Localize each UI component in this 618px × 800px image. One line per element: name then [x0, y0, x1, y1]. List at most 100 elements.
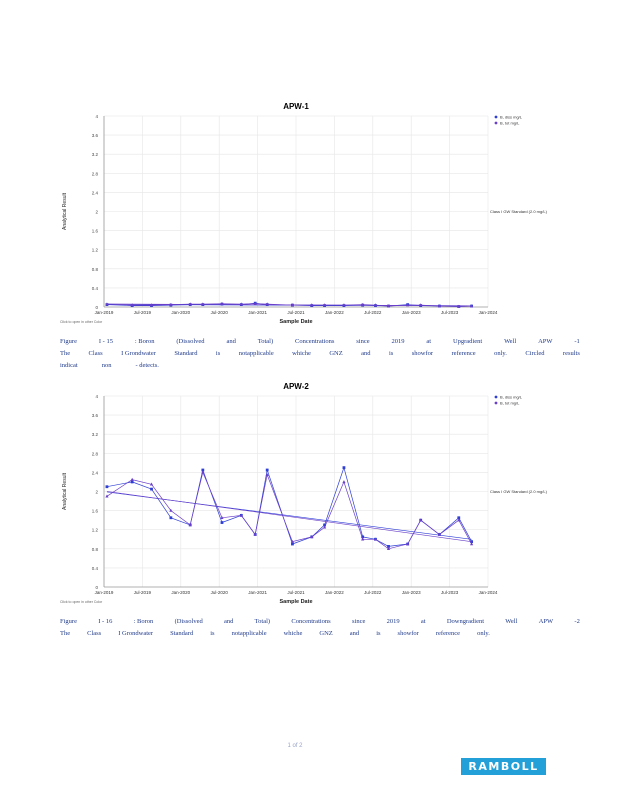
series-line — [106, 466, 472, 547]
legend-marker — [494, 115, 498, 119]
x-tick-label: Jan-2024 — [479, 590, 498, 595]
y-tick-label: 2 — [95, 490, 98, 495]
caption-word: showfor — [397, 630, 419, 637]
caption-word: and — [224, 618, 234, 625]
caption-word: APW — [538, 618, 554, 625]
caption-2-line-1: Figure I - 16 : Boron (Dissolved and Tot… — [60, 616, 580, 628]
legend-label: B, tot mg/L — [500, 401, 520, 406]
y-tick-label: 4 — [95, 394, 98, 399]
data-point — [105, 302, 109, 306]
data-point — [169, 508, 173, 512]
caption-word: reference — [451, 350, 476, 357]
caption-word: showfor — [411, 350, 434, 357]
data-point — [265, 472, 269, 476]
data-point — [201, 302, 205, 306]
data-point — [188, 523, 192, 527]
y-tick-label: 1.2 — [92, 248, 99, 253]
chart-footnote: Click to open in other Color — [60, 320, 103, 324]
y-tick-label: 1.2 — [92, 528, 99, 533]
caption-word: non — [101, 362, 112, 369]
data-point — [437, 532, 442, 536]
x-axis-label: Sample Date — [279, 599, 312, 605]
y-tick-label: 0.4 — [92, 286, 99, 291]
x-tick-label: Jan-2021 — [248, 590, 267, 595]
y-tick-label: 0.4 — [92, 566, 99, 571]
data-point — [105, 485, 109, 489]
caption-word: indicat — [60, 362, 78, 369]
data-point — [149, 482, 154, 486]
caption-word: -2 — [574, 618, 580, 625]
data-point — [373, 537, 378, 541]
data-point — [323, 525, 327, 529]
caption-word: Class — [88, 350, 103, 357]
trend-line — [106, 491, 472, 542]
caption-word: GNZ — [319, 630, 333, 637]
data-point — [169, 302, 173, 306]
caption-word: only. — [494, 350, 507, 357]
caption-word: whiche — [283, 630, 303, 637]
caption-word: only. — [477, 630, 490, 637]
caption-word: Standard — [170, 630, 194, 637]
y-tick-label: 3.6 — [92, 133, 99, 138]
y-tick-label: 1.6 — [92, 509, 99, 514]
data-point — [291, 542, 294, 546]
data-point — [373, 303, 378, 307]
x-axis-label: Sample Date — [279, 319, 312, 325]
reference-line-label: Class I GW Standard (2.0 mg/L) — [490, 489, 548, 494]
data-point — [149, 303, 154, 307]
reference-line-label: Class I GW Standard (2.0 mg/L) — [490, 209, 548, 214]
y-tick-label: 3.2 — [92, 152, 99, 157]
x-tick-label: Jul-2019 — [134, 310, 152, 315]
y-tick-label: 3.2 — [92, 432, 99, 437]
data-point — [457, 518, 461, 522]
data-point — [386, 547, 391, 550]
x-tick-label: Jul-2020 — [211, 310, 229, 315]
x-tick-label: Jan-2022 — [325, 310, 344, 315]
data-point — [290, 303, 295, 307]
y-tick-label: 3.6 — [92, 413, 99, 418]
y-tick-label: 2.8 — [92, 171, 99, 176]
data-point — [310, 535, 314, 539]
caption-word: and — [226, 338, 236, 345]
caption-word: at — [420, 618, 426, 625]
data-point — [105, 494, 109, 498]
caption-word: 2019 — [386, 618, 400, 625]
legend-marker — [494, 401, 498, 405]
data-point — [130, 303, 134, 307]
x-tick-label: Jan-2020 — [171, 310, 190, 315]
caption-word: I Grondwater — [118, 630, 154, 637]
caption-word: Well — [505, 618, 518, 625]
caption-word: -1 — [574, 338, 580, 345]
caption-word: Standard — [174, 350, 198, 357]
data-point — [419, 518, 423, 522]
data-point — [201, 468, 205, 472]
y-tick-label: 2.8 — [92, 451, 99, 456]
x-tick-label: Jan-2019 — [95, 590, 114, 595]
chart-apw-1-svg: APW-1 0 0.4 0.8 1.2 1.6 2 2.4 2.8 3.2 3.6 4 Jan-2019… — [60, 102, 548, 325]
data-point — [323, 523, 327, 527]
y-tick-label: 1.6 — [92, 229, 99, 234]
caption-1-line-2: The Class I Grondwater Standard is notap… — [60, 348, 580, 360]
caption-word: 2019 — [391, 338, 405, 345]
x-tick-label: Jan-2023 — [402, 310, 421, 315]
data-point — [188, 302, 192, 306]
caption-word: since — [356, 338, 370, 345]
caption-word: Upgradient — [452, 338, 483, 345]
caption-2-line-2: The Class I Grondwater Standard is notap… — [60, 628, 490, 640]
y-tick-label: 2.4 — [92, 190, 99, 195]
caption-word: GNZ — [329, 350, 343, 357]
caption-word: at — [426, 338, 432, 345]
caption-word: notapplicable — [231, 630, 267, 637]
caption-word: whiche — [292, 350, 311, 357]
y-axis-label: Analytical Result — [62, 472, 68, 510]
figure-caption-2: Figure I - 16 : Boron (Dissolved and Tot… — [60, 616, 580, 640]
data-point — [437, 304, 442, 308]
data-point — [253, 301, 257, 305]
data-point — [386, 304, 391, 308]
data-point — [361, 537, 365, 541]
x-tick-label: Jul-2019 — [134, 590, 152, 595]
caption-1-line-1: Figure I - 15 : Boron (Dissolved and Tot… — [60, 336, 580, 348]
caption-word: notapplicable — [238, 350, 274, 357]
x-tick-label: Jul-2020 — [211, 590, 229, 595]
chart-title: APW-2 — [283, 382, 309, 391]
